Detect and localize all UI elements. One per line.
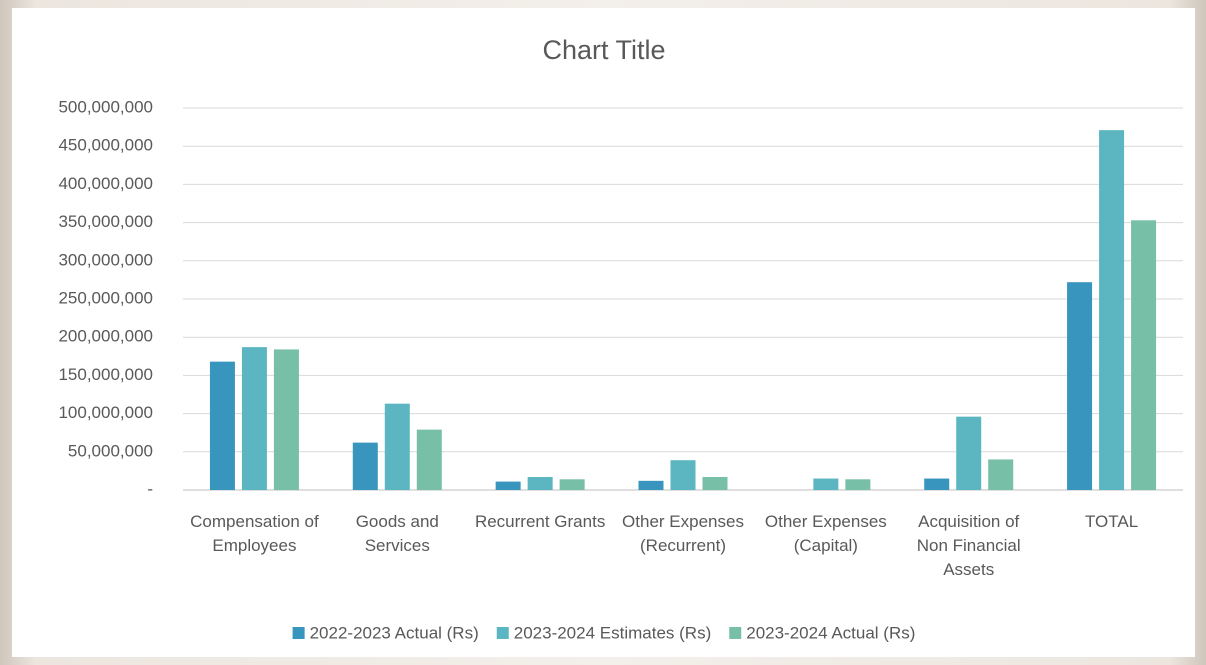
bar xyxy=(988,459,1014,490)
legend-label: 2023-2024 Actual (Rs) xyxy=(746,623,915,642)
bar xyxy=(352,442,378,490)
legend-swatch xyxy=(729,627,742,639)
legend-swatch xyxy=(292,627,305,639)
y-tick-label: 500,000,000 xyxy=(58,97,153,116)
x-tick-label: TOTAL xyxy=(1084,512,1139,531)
bar xyxy=(527,477,553,490)
bar xyxy=(670,460,696,490)
bar xyxy=(924,478,950,490)
legend-swatch xyxy=(496,627,509,639)
bar xyxy=(956,416,982,490)
bar xyxy=(702,477,728,490)
bar xyxy=(845,479,871,490)
x-tick-label: Goods and Services xyxy=(355,512,439,555)
bar xyxy=(241,347,267,490)
bar xyxy=(813,478,839,490)
chart-title: Chart Title xyxy=(542,35,665,65)
bar xyxy=(1131,220,1157,491)
y-tick-label: 350,000,000 xyxy=(58,212,153,231)
bar xyxy=(1099,130,1125,490)
y-tick-label: 250,000,000 xyxy=(58,288,153,307)
legend-label: 2022-2023 Actual (Rs) xyxy=(310,623,479,642)
y-tick-label: - xyxy=(147,479,153,498)
y-tick-label: 450,000,000 xyxy=(58,136,153,155)
bar xyxy=(416,429,442,490)
chart-area xyxy=(12,8,1195,657)
x-tick-label: Recurrent Grants xyxy=(474,512,606,531)
y-tick-label: 400,000,000 xyxy=(58,174,153,193)
y-tick-label: 300,000,000 xyxy=(58,250,153,269)
bar xyxy=(1067,282,1093,490)
x-tick-label: Other Expenses (Capital) xyxy=(764,512,887,555)
bar xyxy=(495,481,521,490)
y-tick-label: 200,000,000 xyxy=(58,327,153,346)
bar xyxy=(273,349,299,490)
bar xyxy=(209,361,235,490)
x-tick-label: Other Expenses (Recurrent) xyxy=(622,512,744,555)
y-tick-label: 50,000,000 xyxy=(68,441,153,460)
y-tick-label: 150,000,000 xyxy=(58,365,153,384)
y-tick-label: 100,000,000 xyxy=(58,403,153,422)
bar xyxy=(559,479,585,490)
bar xyxy=(638,480,664,490)
x-tick-label: Compensation of Employees xyxy=(190,512,319,555)
x-tick-label: Acquisition of Non Financial Assets xyxy=(916,512,1021,579)
bar xyxy=(384,403,410,490)
legend-label: 2023-2024 Estimates (Rs) xyxy=(514,623,711,642)
